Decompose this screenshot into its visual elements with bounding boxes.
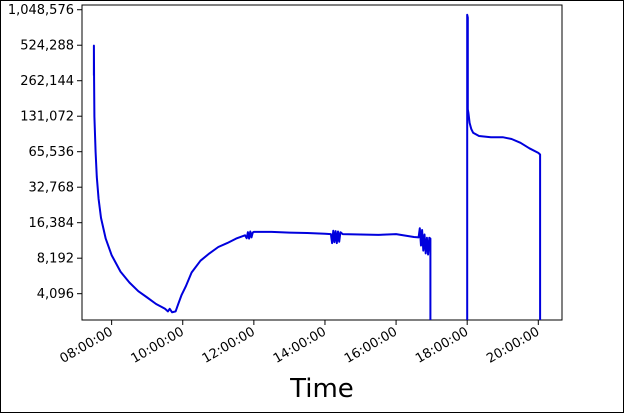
y-tick-label: 4,096 (37, 287, 74, 302)
x-tick-label: 14:00:00 (271, 324, 329, 366)
y-axis: 4,096 8,192 16,384 32,768 65,536 131,072 262,1… (8, 3, 82, 302)
plot-area (81, 4, 563, 321)
series-line (92, 44, 432, 320)
y-tick-label: 16,384 (29, 216, 75, 231)
y-tick-label: 262,144 (20, 74, 74, 89)
x-tick-label: 12:00:00 (200, 324, 258, 366)
series-line (466, 13, 542, 320)
y-tick-label: 1,048,576 (8, 3, 74, 18)
x-tick-label: 16:00:00 (342, 324, 400, 366)
x-axis-label: Time (289, 374, 354, 404)
x-tick-label: 20:00:00 (484, 324, 542, 366)
y-tick-label: 65,536 (29, 145, 75, 160)
y-tick-label: 8,192 (37, 252, 74, 267)
y-tick-label: 524,288 (20, 39, 74, 54)
x-tick-label: 18:00:00 (413, 324, 471, 366)
x-tick-label: 08:00:00 (58, 324, 116, 366)
data-series (92, 13, 542, 320)
x-axis: 08:00:00 10:00:00 12:00:00 14:00:00 16:00:00… (58, 320, 542, 367)
y-tick-label: 32,768 (29, 181, 75, 196)
x-tick-label: 10:00:00 (129, 324, 187, 366)
y-tick-label: 131,072 (20, 110, 74, 125)
